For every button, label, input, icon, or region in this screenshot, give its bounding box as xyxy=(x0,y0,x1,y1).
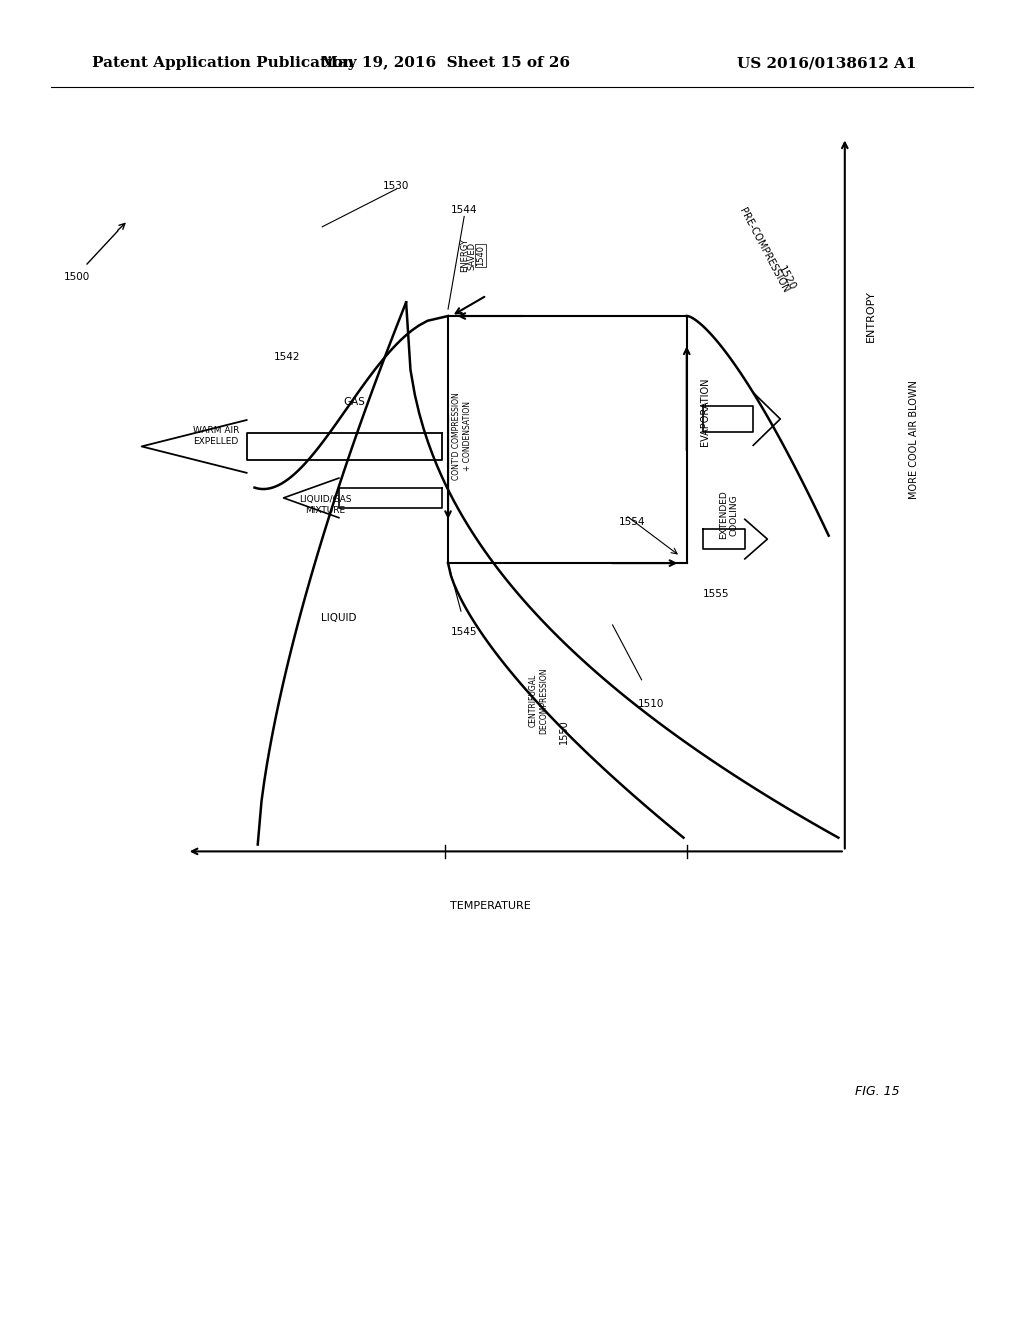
Text: 1530: 1530 xyxy=(383,181,410,190)
Text: LIQUID/GAS
MIXTURE: LIQUID/GAS MIXTURE xyxy=(299,495,351,515)
Text: 1540: 1540 xyxy=(476,246,485,267)
Text: 1542: 1542 xyxy=(273,352,300,362)
Text: PRE-COMPRESSION: PRE-COMPRESSION xyxy=(737,207,791,294)
Text: 1555: 1555 xyxy=(702,589,729,599)
Text: WARM AIR
EXPELLED: WARM AIR EXPELLED xyxy=(193,426,239,446)
Text: May 19, 2016  Sheet 15 of 26: May 19, 2016 Sheet 15 of 26 xyxy=(321,57,570,70)
Text: TEMPERATURE: TEMPERATURE xyxy=(450,902,530,911)
Text: 1554: 1554 xyxy=(618,517,645,527)
Text: EXTENDED
COOLING: EXTENDED COOLING xyxy=(719,491,738,540)
Text: 1500: 1500 xyxy=(63,272,90,282)
Text: 1544: 1544 xyxy=(451,205,477,215)
Text: GAS: GAS xyxy=(344,397,366,407)
Text: ENTROPY: ENTROPY xyxy=(865,290,876,342)
Text: CONT'D COMPRESSION
+ CONDENSATION: CONT'D COMPRESSION + CONDENSATION xyxy=(453,392,472,480)
Text: US 2016/0138612 A1: US 2016/0138612 A1 xyxy=(737,57,916,70)
Text: CENTRIFUGAL
DECOMPRESSION: CENTRIFUGAL DECOMPRESSION xyxy=(528,667,549,734)
Text: 1545: 1545 xyxy=(451,627,477,636)
Text: 1550: 1550 xyxy=(559,719,569,743)
Text: LIQUID: LIQUID xyxy=(321,612,356,623)
Text: ENERGY: ENERGY xyxy=(460,239,469,272)
Text: Patent Application Publication: Patent Application Publication xyxy=(92,57,354,70)
Text: MORE COOL AIR BLOWN: MORE COOL AIR BLOWN xyxy=(909,380,920,499)
Text: 1520: 1520 xyxy=(776,264,798,292)
Text: 1510: 1510 xyxy=(638,698,665,709)
Text: FIG. 15: FIG. 15 xyxy=(855,1085,899,1098)
Text: SAVED: SAVED xyxy=(468,242,477,269)
Text: EVAPORATION: EVAPORATION xyxy=(699,378,710,446)
